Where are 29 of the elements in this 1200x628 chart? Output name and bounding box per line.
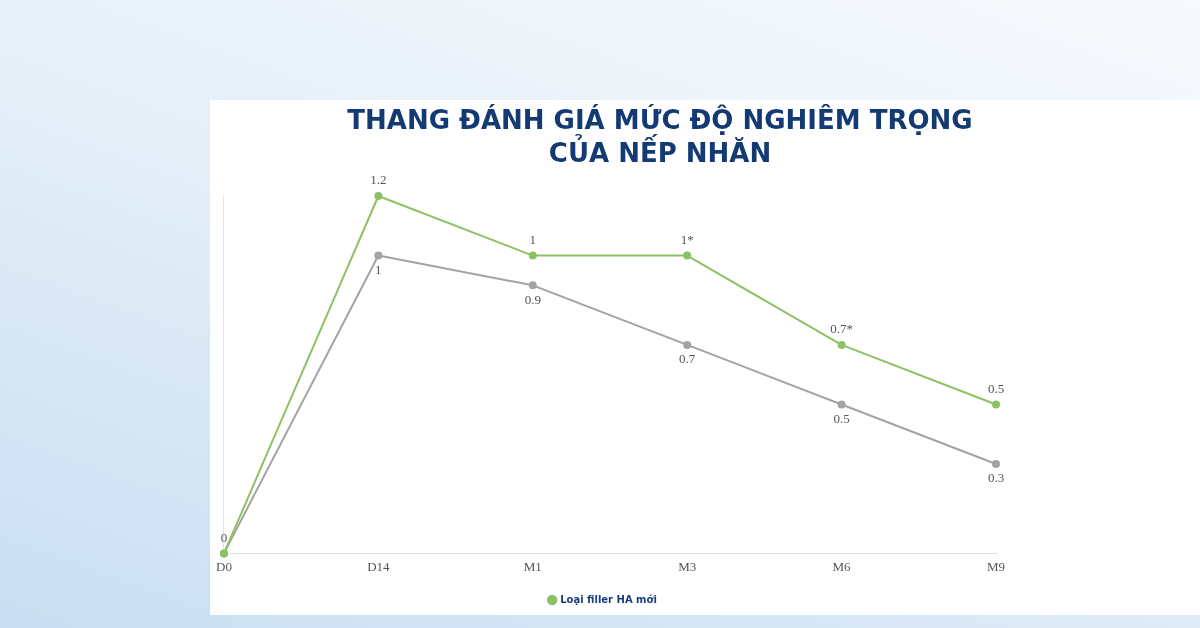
point [528, 281, 537, 290]
data-label: 0.7* [830, 321, 853, 337]
x-tick-label: D0 [216, 558, 232, 574]
data-label: 0.3 [987, 470, 1005, 486]
x-tick-label: M1 [523, 558, 542, 574]
x-tick-label: M6 [832, 558, 852, 574]
legend-label: Loại filler HA mới [560, 593, 657, 605]
data-label: 1* [680, 231, 694, 247]
x-tick-label: M3 [678, 558, 697, 574]
point [374, 192, 383, 200]
x-tick-label: D14 [367, 558, 391, 574]
point [683, 251, 692, 260]
data-label: 0.7 [679, 351, 696, 367]
data-label: 0.5 [833, 410, 850, 426]
data-label: 0.5 [987, 380, 1005, 396]
point [374, 251, 383, 260]
point [837, 400, 846, 409]
point [528, 251, 537, 260]
data-label: 0 [220, 529, 228, 545]
x-tick-label: M9 [986, 558, 1006, 574]
point [992, 460, 1000, 469]
data-label: 1.2 [370, 172, 387, 188]
data-label: 1 [375, 261, 382, 277]
data-label: 0.9 [524, 291, 541, 307]
point [837, 340, 846, 349]
point [992, 400, 1000, 409]
chart-title: THANG ĐÁNH GIÁ MỨC ĐỘ NGHIÊM TRỌNG CỦA NẾP NHĂN [346, 104, 974, 170]
point [683, 340, 692, 349]
data-label: 1 [529, 231, 537, 247]
